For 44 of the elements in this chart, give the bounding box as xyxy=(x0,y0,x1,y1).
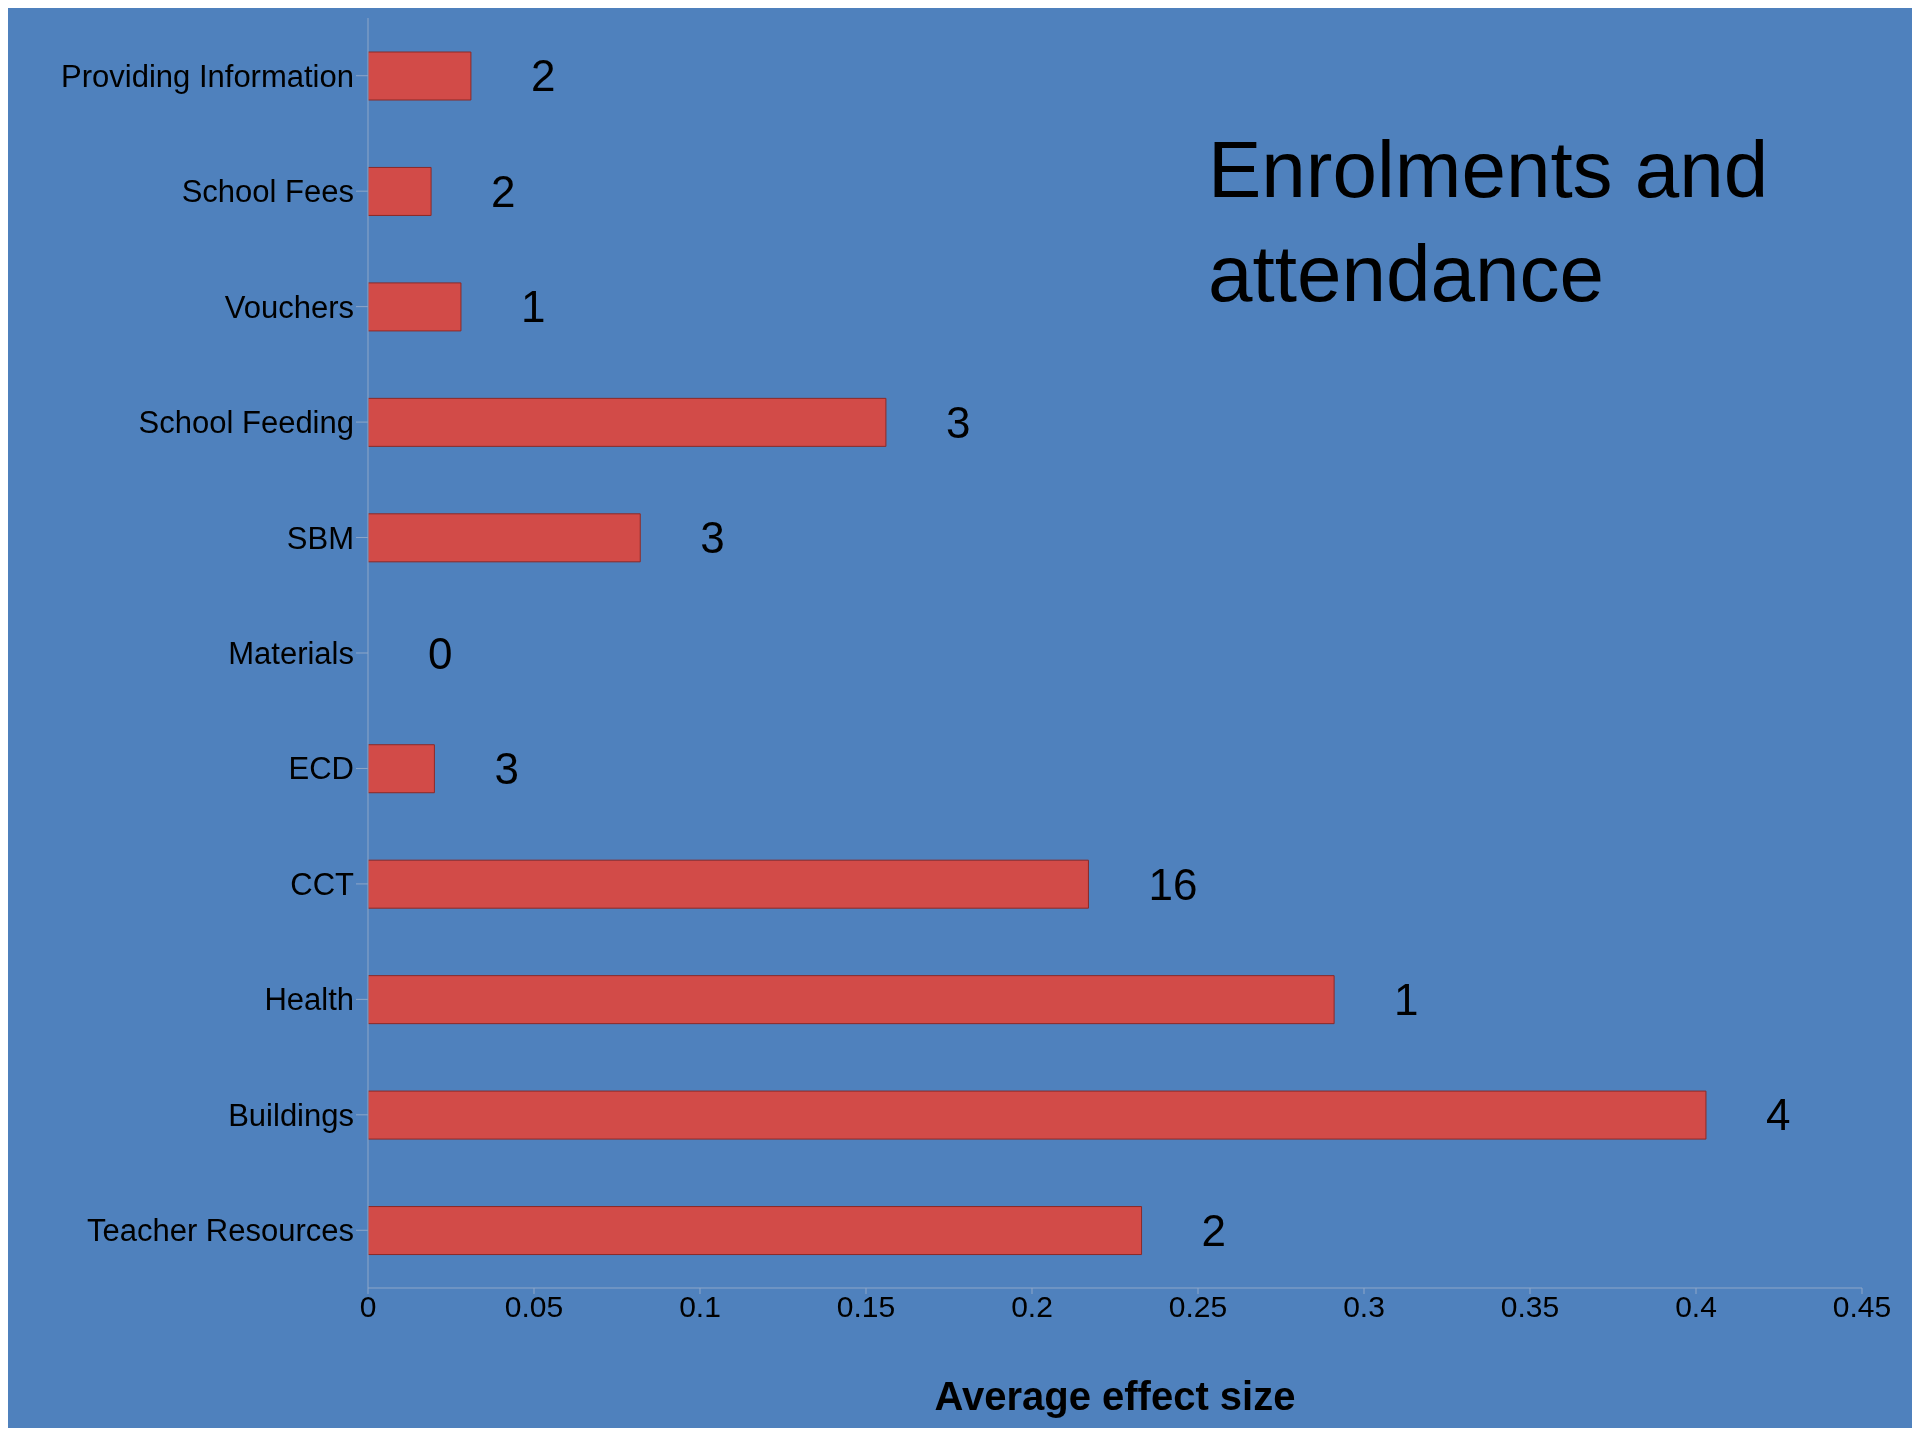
bar xyxy=(368,744,435,794)
y-tick-label: Materials xyxy=(228,636,354,672)
annotation: 2 xyxy=(491,166,516,216)
x-tick-label: 0.45 xyxy=(1832,1290,1892,1324)
y-tick-label: ECD xyxy=(288,751,354,787)
annotation: 3 xyxy=(494,744,519,794)
y-tick-label: School Fees xyxy=(181,174,354,210)
bar xyxy=(368,1090,1707,1140)
bar xyxy=(368,397,887,447)
bar xyxy=(368,166,432,216)
y-tick-label: Providing Information xyxy=(61,58,354,94)
x-tick-label: 0.35 xyxy=(1500,1290,1560,1324)
bar xyxy=(368,282,462,332)
x-axis-title: Average effect size xyxy=(934,1374,1296,1418)
x-tick-label: 0.1 xyxy=(679,1290,721,1324)
x-tick-label: 0.2 xyxy=(1011,1290,1053,1324)
annotation: 4 xyxy=(1765,1090,1791,1140)
bar xyxy=(368,859,1089,909)
bar xyxy=(368,1206,1143,1256)
y-tick-label: Teacher Resources xyxy=(86,1213,354,1249)
x-tick-label: 0.15 xyxy=(836,1290,896,1324)
bar xyxy=(368,51,472,101)
annotation: 0 xyxy=(428,628,453,678)
bar xyxy=(368,975,1335,1025)
annotation: 2 xyxy=(530,51,556,101)
y-tick-label: SBM xyxy=(286,520,354,556)
y-tick-label: Health xyxy=(264,982,354,1018)
y-tick-label: CCT xyxy=(290,866,355,902)
annotation: 3 xyxy=(945,397,971,447)
annotation: 3 xyxy=(700,513,725,563)
text: Enrolments and attendance xyxy=(1208,124,1770,320)
y-tick-label: School Feeding xyxy=(138,405,354,441)
y-tick-label: Vouchers xyxy=(224,289,354,325)
bar xyxy=(368,513,641,563)
x-tick-label: 0.05 xyxy=(504,1290,564,1324)
x-tick-label: 0.25 xyxy=(1168,1290,1228,1324)
x-tick-label: 0.3 xyxy=(1343,1290,1385,1324)
x-tick-label: 0 xyxy=(359,1290,377,1324)
x-tick-label: 0.4 xyxy=(1675,1290,1717,1324)
annotation: 1 xyxy=(520,282,546,332)
annotation: 2 xyxy=(1201,1205,1227,1255)
annotation: 1 xyxy=(1394,974,1419,1024)
y-tick-label: Buildings xyxy=(228,1097,354,1133)
annotation: 16 xyxy=(1148,859,1198,909)
